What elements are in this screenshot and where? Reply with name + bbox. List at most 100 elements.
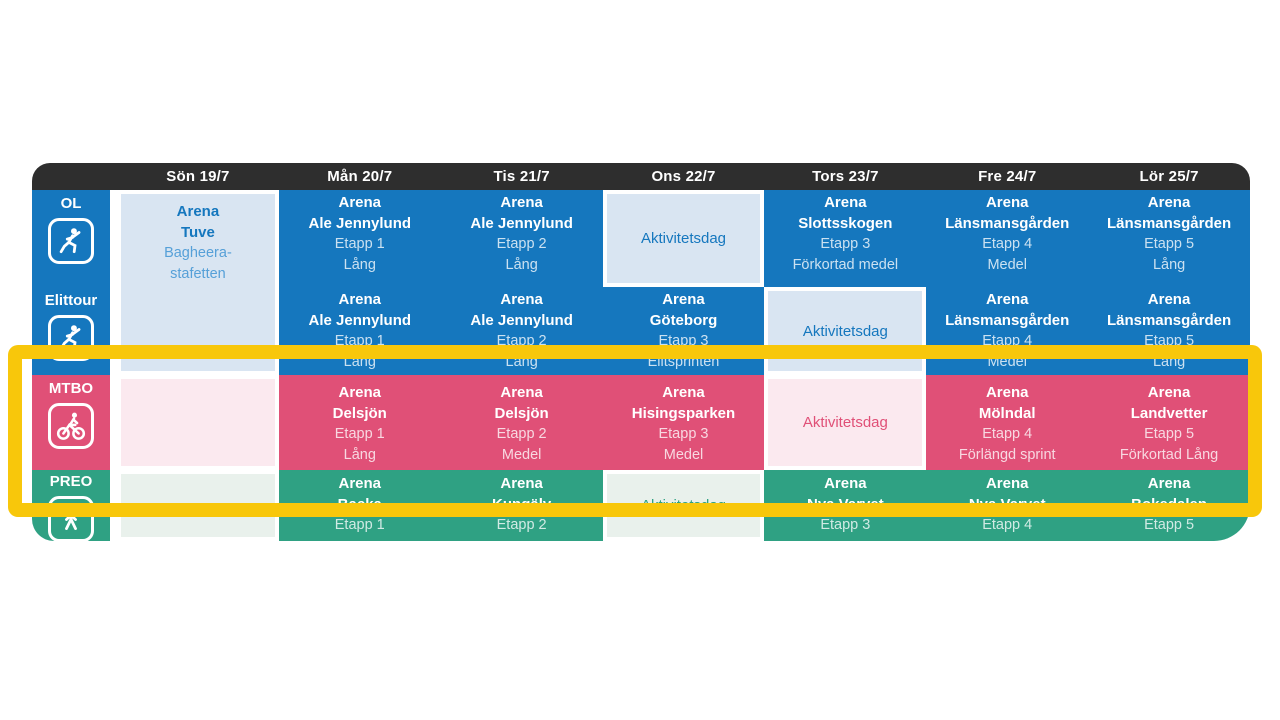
row-label-column: PREO bbox=[32, 470, 110, 541]
cell-title-line: Mölndal bbox=[978, 405, 1036, 422]
cell-detail-line: Etapp 4 bbox=[982, 426, 1033, 442]
cell-detail-line: Förlängd sprint bbox=[958, 447, 1056, 463]
cell-detail-line: Lång bbox=[343, 447, 376, 463]
cell-detail-line: Medel bbox=[501, 447, 542, 463]
schedule-band-preo: PREO Arena Backa Etapp 1 Arena Kungälv Etapp 2… bbox=[32, 470, 1250, 541]
day-header-4: Tors 23/7 bbox=[812, 168, 879, 185]
cell-ol-day6: Arena Länsmansgården Etapp 5 Lång bbox=[1088, 190, 1250, 287]
row-label-text-preo: PREO bbox=[49, 473, 93, 490]
cell-ol-day0: Arena Tuve Bagheera-stafetten bbox=[117, 190, 279, 375]
cell-title-line: Delsjön bbox=[494, 405, 549, 422]
cell-detail-line: stafetten bbox=[170, 266, 226, 282]
cell-elittour-day2: Arena Ale Jennylund Etapp 2 Lång bbox=[441, 287, 603, 375]
cell-detail-line: Elitsprinten bbox=[647, 354, 720, 370]
cell-title-line: Ale Jennylund bbox=[308, 312, 412, 329]
cell-detail-line: Etapp 1 bbox=[334, 333, 385, 349]
label-divider bbox=[110, 375, 117, 470]
cell-detail-line: Etapp 2 bbox=[496, 236, 547, 252]
cell-title-line: Göteborg bbox=[649, 312, 718, 329]
cell-preo-day3: Aktivitetsdag bbox=[602, 470, 765, 541]
day-header-1: Mån 20/7 bbox=[327, 168, 393, 185]
runner-icon bbox=[48, 218, 94, 264]
row-label-text-mtbo: MTBO bbox=[48, 380, 94, 397]
cell-title-line: Hisingsparken bbox=[631, 405, 736, 422]
row-label-ol: OL bbox=[32, 190, 110, 287]
cell-detail-line: Förkortad Lång bbox=[1119, 447, 1219, 463]
cell-title-line: Arena bbox=[1147, 384, 1191, 401]
activity-day-label: Aktivitetsdag bbox=[640, 497, 727, 514]
row-label-preo: PREO bbox=[32, 470, 110, 541]
cell-title-line: Arena bbox=[824, 194, 867, 211]
cell-title-line: Arena bbox=[500, 475, 543, 492]
cell-title-line: Arena bbox=[1147, 194, 1191, 211]
cell-title-line: Arena bbox=[662, 291, 705, 308]
cell-detail-line: Lång bbox=[505, 257, 538, 273]
cell-title-line: Kungälv bbox=[492, 496, 552, 513]
cell-title-line: Arena bbox=[338, 291, 382, 308]
cell-title-line: Nya Varvet bbox=[968, 496, 1046, 513]
cell-detail-line: Etapp 2 bbox=[496, 333, 547, 349]
cell-title-line: Länsmansgården bbox=[945, 215, 1070, 232]
label-divider bbox=[110, 190, 117, 375]
cell-mtbo-day0 bbox=[117, 375, 279, 470]
table-body: OL Elittour Arena Tuve Bagheera-stafetten Are… bbox=[32, 190, 1250, 541]
cell-detail-line: Lång bbox=[505, 354, 538, 370]
cell-ol-day5: Arena Länsmansgården Etapp 4 Medel bbox=[926, 190, 1088, 287]
cell-detail-line: Lång bbox=[1152, 257, 1186, 273]
cell-title-line: Länsmansgården bbox=[1106, 312, 1232, 329]
cell-mtbo-day6: Arena Landvetter Etapp 5 Förkortad Lång bbox=[1088, 375, 1250, 470]
cell-title-line: Länsmansgården bbox=[945, 312, 1070, 329]
cell-detail-line: Etapp 3 bbox=[820, 517, 871, 533]
cell-title-line: Arena bbox=[985, 384, 1029, 401]
day-header-5: Fre 24/7 bbox=[978, 168, 1037, 185]
cell-ol-day3: Aktivitetsdag bbox=[602, 190, 765, 287]
cell-title-line: Tuve bbox=[180, 224, 215, 241]
activity-day-label: Aktivitetsdag bbox=[802, 414, 888, 431]
cell-title-line: Arena bbox=[985, 194, 1029, 211]
cell-title-line: Ale Jennylund bbox=[470, 215, 573, 232]
cell-detail-line: Etapp 1 bbox=[334, 426, 385, 442]
cell-title-line: Landvetter bbox=[1130, 405, 1208, 422]
runner-icon bbox=[48, 315, 94, 361]
cell-elittour-day5: Arena Länsmansgården Etapp 4 Medel bbox=[926, 287, 1088, 375]
row-label-text-elittour: Elittour bbox=[44, 292, 98, 309]
day-header-0: Sön 19/7 bbox=[166, 168, 230, 185]
cell-detail-line: Förkortad medel bbox=[792, 257, 899, 273]
cell-preo-day6: Arena Bokedalen Etapp 5 bbox=[1088, 470, 1250, 541]
cell-title-line: Backa bbox=[337, 496, 382, 513]
cell-elittour-day1: Arena Ale Jennylund Etapp 1 Lång bbox=[279, 287, 441, 375]
cell-title-line: Ale Jennylund bbox=[470, 312, 573, 329]
cell-detail-line: Etapp 2 bbox=[496, 517, 547, 533]
cell-title-line: Arena bbox=[985, 475, 1029, 492]
cell-elittour-day3: Arena Göteborg Etapp 3 Elitsprinten bbox=[603, 287, 765, 375]
cell-detail-line: Etapp 5 bbox=[1144, 426, 1195, 442]
cell-title-line: Arena bbox=[176, 203, 220, 220]
cell-detail-line: Etapp 5 bbox=[1144, 517, 1195, 533]
event-schedule-table: Sön 19/7 Mån 20/7 Tis 21/7 Ons 22/7 Tors 23/… bbox=[32, 163, 1250, 541]
day-header-3: Ons 22/7 bbox=[651, 168, 716, 185]
cell-detail-line: Lång bbox=[1152, 354, 1186, 370]
row-label-text-ol: OL bbox=[60, 195, 82, 212]
cell-mtbo-day5: Arena Mölndal Etapp 4 Förlängd sprint bbox=[926, 375, 1088, 470]
cell-mtbo-day4: Aktivitetsdag bbox=[764, 375, 927, 470]
cell-detail-line: Medel bbox=[663, 447, 704, 463]
cell-elittour-day6: Arena Länsmansgården Etapp 5 Lång bbox=[1088, 287, 1250, 375]
schedule-band-mtbo: MTBO Arena Delsjön Etapp 1 Lång Arena Delsjön E… bbox=[32, 375, 1250, 470]
cell-detail-line: Etapp 5 bbox=[1144, 333, 1195, 349]
activity-day-label: Aktivitetsdag bbox=[802, 322, 888, 340]
cell-title-line: Arena bbox=[1147, 475, 1191, 492]
cell-detail-line: Medel bbox=[987, 257, 1027, 273]
day-header-2: Tis 21/7 bbox=[493, 168, 550, 185]
cell-preo-day5: Arena Nya Varvet Etapp 4 bbox=[926, 470, 1088, 541]
cell-title-line: Arena bbox=[338, 194, 382, 211]
label-divider bbox=[110, 470, 117, 541]
cell-title-line: Arena bbox=[500, 194, 543, 211]
cell-title-line: Arena bbox=[500, 384, 543, 401]
cell-detail-line: Etapp 3 bbox=[658, 333, 709, 349]
cell-title-line: Arena bbox=[338, 384, 382, 401]
row-label-elittour: Elittour bbox=[32, 287, 110, 375]
cell-detail-line: Bagheera- bbox=[164, 245, 232, 261]
cell-title-line: Arena bbox=[824, 475, 867, 492]
cell-title-line: Arena bbox=[985, 291, 1029, 308]
